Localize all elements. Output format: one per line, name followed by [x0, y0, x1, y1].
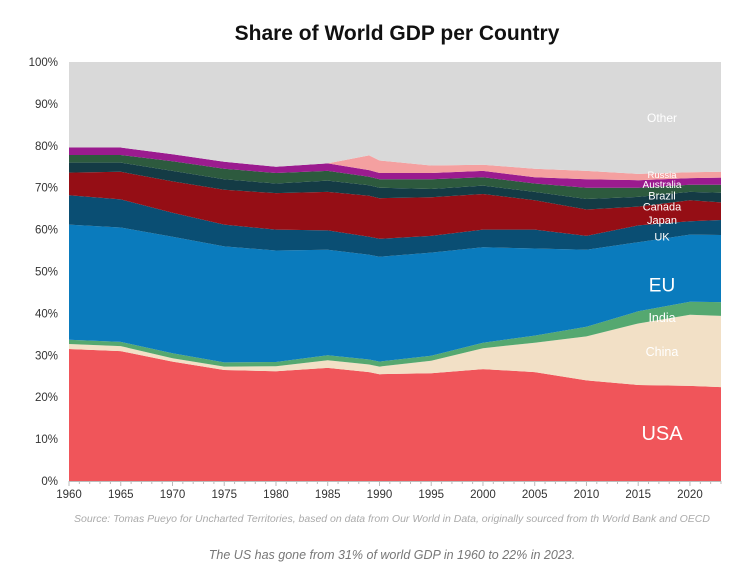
series-label-other: Other: [647, 111, 677, 125]
series-label-brazil: Brazil: [648, 190, 676, 202]
chart-title: Share of World GDP per Country: [235, 22, 560, 45]
area-russia: [69, 147, 721, 181]
x-tick-label: 2000: [470, 489, 496, 501]
series-label-russia: Russia: [647, 170, 677, 181]
area-japan: [69, 171, 721, 239]
series-label-australia: Australia: [643, 180, 682, 191]
x-tick-label: 2015: [625, 489, 651, 501]
y-tick-label: 30%: [35, 350, 58, 362]
y-tick-label: 60%: [35, 225, 58, 237]
series-label-canada: Canada: [643, 201, 682, 213]
x-tick-label: 1995: [418, 489, 444, 501]
x-axis: 1960 1965 1970 1975 1980 1985 1990 1995 2000 2005…: [56, 481, 722, 501]
x-tick-label: 2020: [677, 489, 703, 501]
y-tick-label: 10%: [35, 434, 58, 446]
x-tick-label: 1990: [367, 489, 393, 501]
x-tick-label: 2005: [522, 489, 548, 501]
series-label-japan: Japan: [647, 215, 677, 227]
series-label-uk: UK: [654, 231, 670, 243]
area-uk: [69, 195, 721, 257]
x-tick-label: 1975: [211, 489, 237, 501]
series-label-china: China: [646, 345, 679, 359]
area-brazil: [69, 155, 721, 199]
x-tick-label: 1980: [263, 489, 289, 501]
y-tick-label: 40%: [35, 308, 58, 320]
x-tick-label: 1960: [56, 489, 82, 501]
series-label-usa: USA: [641, 423, 683, 445]
y-tick-label: 90%: [35, 99, 58, 111]
x-tick-label: 1985: [315, 489, 341, 501]
series-labels: USA China India EU UK Japan CanadaBrazilAustra…: [641, 111, 683, 445]
areas: [69, 62, 721, 481]
area-other: [69, 62, 721, 174]
x-tick-label: 1965: [108, 489, 134, 501]
source-note: Source: Tomas Pueyo for Uncharted Territ…: [74, 513, 710, 525]
x-tick-label: 1970: [160, 489, 186, 501]
area-usa: [69, 349, 721, 481]
area-india: [69, 301, 721, 367]
x-tick-label: 2010: [574, 489, 600, 501]
y-axis: 0% 10% 20% 30% 40% 50% 60% 70% 80% 90% 100%: [29, 57, 721, 488]
y-tick-label: 100%: [29, 57, 58, 69]
caption: The US has gone from 31% of world GDP in…: [209, 548, 575, 562]
area-canada: [69, 162, 721, 210]
y-tick-label: 0%: [41, 476, 58, 488]
y-tick-label: 70%: [35, 183, 58, 195]
area-eu: [69, 224, 721, 363]
area-australia: [69, 147, 721, 188]
series-label-eu: EU: [649, 276, 675, 297]
y-tick-label: 80%: [35, 141, 58, 153]
y-tick-label: 20%: [35, 392, 58, 404]
y-tick-label: 50%: [35, 267, 58, 279]
series-label-india: India: [648, 311, 675, 325]
area-china: [69, 314, 721, 388]
